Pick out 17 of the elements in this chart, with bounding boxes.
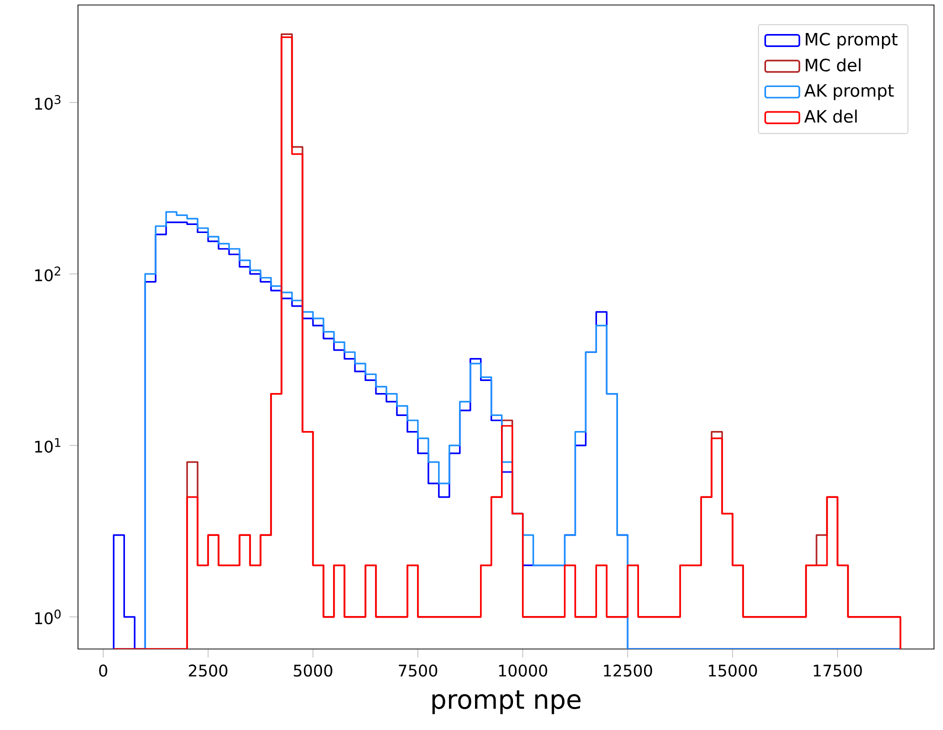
x-tick-label: 0 xyxy=(99,664,108,677)
y-tick-label: 10$^{0}$ xyxy=(35,610,61,624)
x-tick-label: 17500 xyxy=(814,664,862,677)
x-tick-label: 10000 xyxy=(499,664,548,677)
x-tick-label: 2500 xyxy=(188,664,228,677)
x-tick-label: 12500 xyxy=(604,664,652,677)
y-tick-label: 10$^{2}$ xyxy=(35,266,60,282)
y-tick-label: 10$^{1}$ xyxy=(35,438,60,453)
y-tick-label: 10$^{3}$ xyxy=(35,95,60,110)
legend-label: MC del xyxy=(806,58,860,72)
x-axis-title: prompt npe xyxy=(432,690,581,714)
legend-label: MC prompt xyxy=(806,32,898,49)
x-tick-label: 15000 xyxy=(708,664,757,677)
legend-label: AK del xyxy=(804,110,857,123)
x-tick-label: 5000 xyxy=(294,664,332,677)
x-tick-label: 7500 xyxy=(398,664,438,677)
legend-label: AK prompt xyxy=(804,84,894,100)
